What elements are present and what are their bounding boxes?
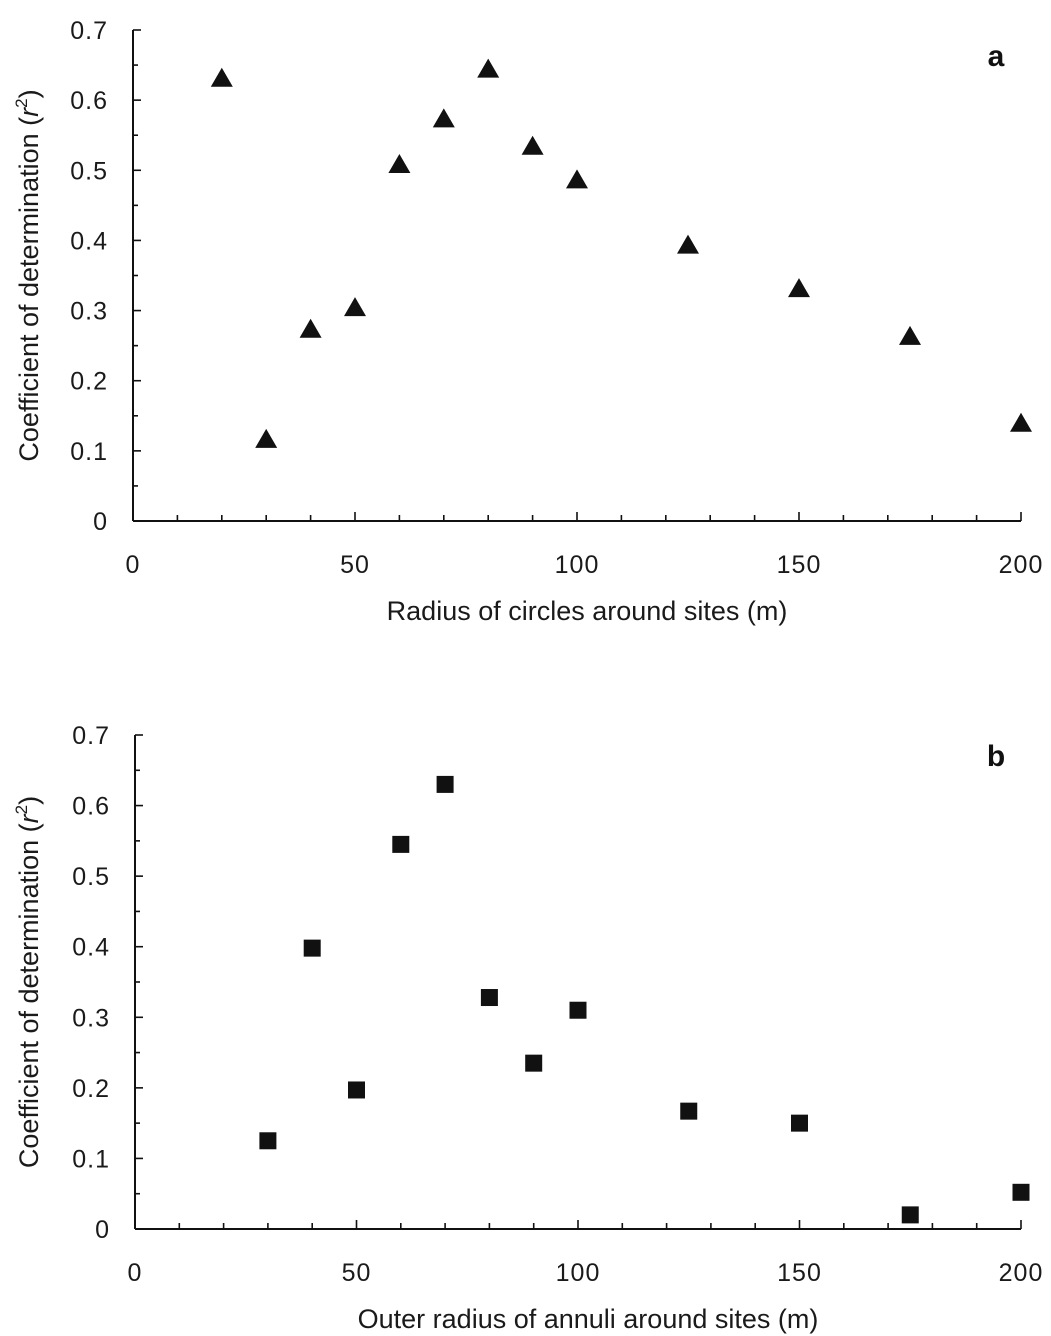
y-tick-label: 0.6 [70, 87, 108, 115]
data-point-square [1012, 1183, 1030, 1201]
data-point-triangle [521, 135, 544, 155]
y-tick-label: 0 [93, 508, 108, 536]
x-tick-label: 100 [555, 551, 600, 579]
data-point-triangle [477, 58, 500, 78]
chart-panel-b: 0 0.1 0.2 0.3 0.4 0.5 0.6 0.7 0 50 100 150 200 Outer … [12, 722, 1044, 1334]
data-point-square [348, 1081, 365, 1099]
x-tick-label: 100 [556, 1259, 601, 1287]
x-axis-title: Radius of circles around sites (m) [387, 596, 788, 626]
x-tick-label: 200 [999, 1259, 1044, 1287]
data-point-triangle [344, 297, 366, 317]
x-tick-label: 50 [342, 1259, 372, 1287]
y-tick-label: 0.3 [72, 1004, 110, 1032]
x-tick-label: 200 [999, 551, 1044, 579]
y-tick-label: 0.3 [70, 298, 108, 326]
data-point-square [525, 1054, 543, 1072]
panel-label: b [987, 740, 1005, 773]
y-tick-label: 0.4 [72, 934, 110, 962]
panel-label: a [988, 40, 1005, 73]
data-point-triangle [566, 169, 588, 189]
data-point-triangle [299, 318, 322, 338]
x-tick-label: 50 [340, 551, 370, 579]
data-point-square [791, 1114, 808, 1132]
y-tick-label: 0.2 [70, 368, 108, 396]
y-tick-label: 0.4 [70, 227, 108, 255]
data-point-square [901, 1206, 919, 1224]
y-tick-label: 0.1 [72, 1145, 110, 1173]
y-axis-title: Coefficient of determination (r2) [12, 796, 44, 1168]
x-tick-label: 150 [777, 1259, 822, 1287]
data-point-square [392, 835, 410, 853]
data-point-triangle [432, 108, 455, 128]
x-axis-title: Outer radius of annuli around sites (m) [358, 1304, 819, 1334]
data-point-triangle [1010, 412, 1032, 432]
data-point-triangle [899, 325, 921, 345]
y-axis-title: Coefficient of determination (r2) [12, 89, 44, 461]
data-point-square [436, 775, 454, 793]
x-tick-label: 150 [777, 551, 822, 579]
y-tick-label: 0.6 [72, 793, 110, 821]
chart-panel-a: 0 0.1 0.2 0.3 0.4 0.5 0.6 0.7 0 50 100 150 200 Radius… [12, 17, 1044, 626]
y-tick-label: 0.7 [70, 17, 108, 45]
y-tick-label: 0.1 [70, 438, 108, 466]
x-tick-label: 0 [128, 1259, 143, 1287]
y-tick-label: 0.5 [72, 863, 110, 891]
data-point-triangle [255, 428, 278, 448]
data-point-square [680, 1102, 698, 1120]
data-point-triangle [388, 153, 411, 173]
data-point-triangle [210, 67, 233, 87]
data-point-square [480, 989, 498, 1007]
y-tick-label: 0.2 [72, 1075, 110, 1103]
y-tick-label: 0 [95, 1216, 110, 1244]
data-point-square [259, 1132, 277, 1150]
x-tick-label: 0 [126, 551, 141, 579]
data-point-square [303, 939, 321, 957]
data-point-triangle [677, 234, 699, 254]
data-point-square [569, 1001, 587, 1019]
y-tick-label: 0.5 [70, 157, 108, 185]
data-point-triangle [788, 278, 810, 298]
y-tick-label: 0.7 [72, 722, 110, 750]
